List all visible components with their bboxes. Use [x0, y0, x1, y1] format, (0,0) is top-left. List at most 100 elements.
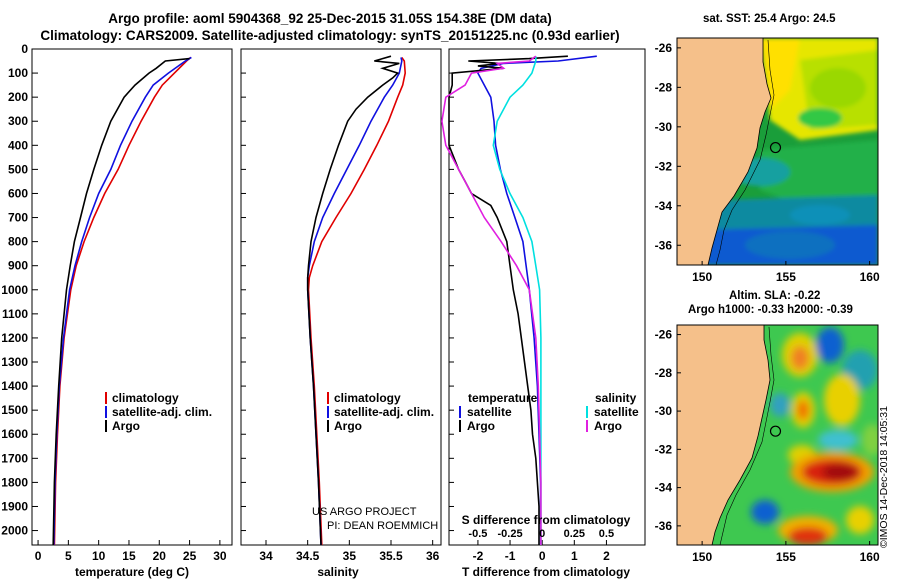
series-line-salinity-argo	[441, 55, 542, 545]
difference-xlabel: T difference from climatology	[462, 565, 630, 579]
figure-title-line1: Argo profile: aoml 5904368_92 25-Dec-201…	[108, 11, 552, 26]
depth-tick-label: 900	[8, 259, 28, 273]
sla-profile-marker	[769, 425, 782, 437]
salinity-panel: 34 34.5 35 35.5 36	[259, 55, 440, 563]
depth-tick-label: 100	[8, 66, 28, 80]
map-x-tick-label: 155	[776, 550, 796, 564]
sst-map-title: sat. SST: 25.4 Argo: 24.5	[703, 13, 836, 25]
sst-land	[677, 38, 771, 265]
temperature-legend: climatology satellite-adj. clim. Argo	[105, 391, 212, 433]
map-y-tick-label: -36	[655, 519, 673, 533]
s-tick-label: -0.25	[498, 528, 523, 540]
sla-color-field	[751, 327, 878, 545]
figure-title-line2: Climatology: CARS2009. Satellite-adjuste…	[40, 28, 620, 43]
depth-tick-label: 1700	[1, 451, 28, 465]
map-y-tick-label: -34	[655, 481, 673, 495]
series-line-argo	[306, 55, 400, 546]
depth-tick-label: 800	[8, 235, 28, 249]
s-tick-label: 0	[539, 528, 545, 540]
sst-coastline	[707, 38, 772, 265]
sla-shelf-contour	[719, 326, 775, 545]
depth-tick-label: 600	[8, 186, 28, 200]
depth-tick-label: 0	[21, 42, 28, 56]
map-y-tick-label: -32	[655, 442, 673, 456]
depth-tick-label: 1200	[1, 331, 28, 345]
depth-tick-label: 1500	[1, 403, 28, 417]
x-tick-label: 5	[65, 549, 72, 563]
x-tick-label: 34.5	[296, 549, 320, 563]
x-tick-label: 34	[259, 549, 273, 563]
depth-tick-label: 1600	[1, 427, 28, 441]
pi-annotation: PI: DEAN ROEMMICH	[327, 520, 438, 532]
legend-label-argo: Argo	[334, 419, 362, 433]
series-line-satellite-adj-clim-	[306, 57, 403, 546]
x-tick-label: 25	[183, 549, 197, 563]
x-tick-label: 30	[213, 549, 227, 563]
depth-tick-label: 700	[8, 211, 28, 225]
x-tick-label: 0	[539, 549, 546, 563]
sst-shelf-contour	[715, 39, 775, 265]
depth-tick-label: 2000	[1, 524, 28, 538]
salinity-panel-frame	[240, 48, 442, 546]
depth-tick-label: 200	[8, 90, 28, 104]
depth-tick-label: 1300	[1, 355, 28, 369]
sla-map-frame	[676, 324, 879, 546]
legend-header-salinity: salinity	[595, 391, 637, 405]
s-tick-label: -0.5	[468, 528, 487, 540]
series-line-climatology	[307, 56, 407, 546]
salinity-legend: climatology satellite-adj. clim. Argo	[327, 391, 434, 433]
depth-tick-label: 500	[8, 162, 28, 176]
legend-label-s-argo: Argo	[594, 419, 622, 433]
map-x-tick-label: 155	[776, 270, 796, 284]
depth-tick-label: 1900	[1, 499, 28, 513]
series-line-argo	[52, 57, 190, 546]
map-y-tick-label: -28	[655, 80, 673, 94]
sla-land	[677, 325, 770, 545]
series-line-climatology	[53, 56, 192, 546]
x-tick-label: 35.5	[379, 549, 403, 563]
s-tick-label: 0.25	[564, 528, 585, 540]
legend-label-t-argo: Argo	[467, 419, 495, 433]
series-line-salinity-satellite	[492, 56, 542, 545]
s-difference-label: S difference from climatology	[462, 513, 631, 527]
x-tick-label: 2	[603, 549, 610, 563]
x-tick-label: 1	[571, 549, 578, 563]
legend-label-satellite: satellite-adj. clim.	[334, 405, 434, 419]
temperature-xlabel: temperature (deg C)	[75, 565, 189, 579]
sst-color-field	[690, 38, 878, 265]
map-y-tick-label: -26	[655, 41, 673, 55]
legend-label-climatology: climatology	[334, 391, 401, 405]
depth-tick-label: 300	[8, 114, 28, 128]
depth-tick-label: 400	[8, 138, 28, 152]
sla-map-title-line2: Argo h1000: -0.33 h2000: -0.39	[688, 304, 853, 316]
x-tick-label: -2	[473, 549, 484, 563]
map-y-tick-label: -30	[655, 404, 673, 418]
legend-label-s-satellite: satellite	[594, 405, 639, 419]
map-y-tick-label: -28	[655, 366, 673, 380]
project-annotation: US ARGO PROJECT	[312, 506, 417, 518]
x-tick-label: -1	[505, 549, 516, 563]
map-y-tick-label: -26	[655, 328, 673, 342]
sla-coastline	[711, 325, 771, 545]
x-tick-label: 36	[426, 549, 440, 563]
legend-label-climatology: climatology	[112, 391, 179, 405]
x-tick-label: 10	[92, 549, 106, 563]
map-x-tick-label: 150	[692, 270, 712, 284]
sst-map-frame	[676, 37, 879, 266]
sla-map	[677, 325, 878, 545]
sla-map-axes: 150 155 160 -26 -28 -30 -32 -34 -36	[655, 328, 880, 564]
map-y-tick-label: -30	[655, 120, 673, 134]
x-tick-label: 0	[35, 549, 42, 563]
s-tick-label: 0.5	[599, 528, 614, 540]
x-tick-label: 20	[153, 549, 167, 563]
depth-tick-label: 1400	[1, 379, 28, 393]
legend-label-t-satellite: satellite	[467, 405, 512, 419]
depth-axis: 0 100 200 300 400 500 600 700 800 900 1000 1100 1200…	[1, 42, 454, 538]
series-line-temperature-satellite	[476, 55, 597, 545]
map-x-tick-label: 150	[692, 550, 712, 564]
series-line-satellite-adj-clim-	[53, 56, 192, 546]
legend-label-satellite: satellite-adj. clim.	[112, 405, 212, 419]
difference-panel: -2 -1 0 1 2 -0.5 -0.25 0 0.25 0.5	[441, 55, 614, 563]
legend-header-temperature: temperature	[468, 391, 538, 405]
